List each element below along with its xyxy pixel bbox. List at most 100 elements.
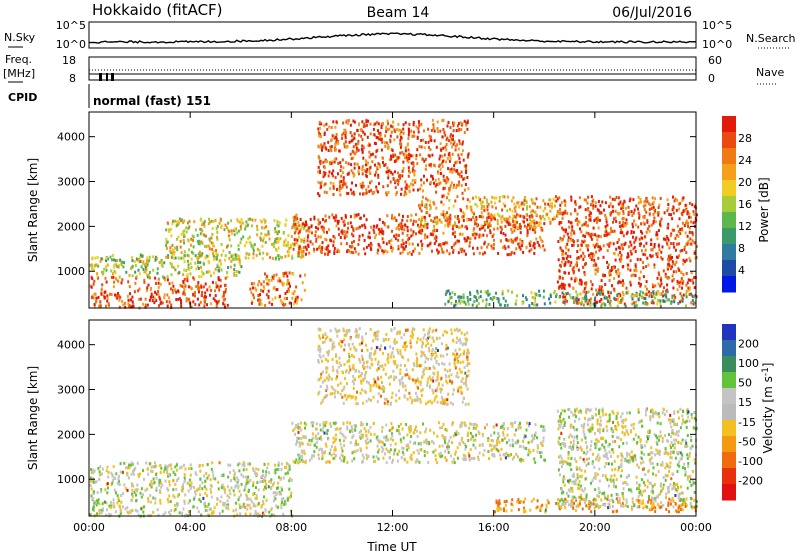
heatmap-cell — [344, 131, 347, 135]
heatmap-cell — [174, 507, 177, 511]
heatmap-cell — [378, 232, 381, 236]
heatmap-cell — [482, 252, 484, 256]
heatmap-cell — [664, 238, 667, 242]
heatmap-cell — [447, 451, 450, 454]
heatmap-cell — [218, 266, 221, 270]
heatmap-cell — [608, 271, 611, 275]
heatmap-cell — [332, 436, 335, 440]
heatmap-cell — [90, 471, 93, 475]
heatmap-cell — [168, 282, 171, 286]
heatmap-cell — [650, 238, 653, 242]
heatmap-cell — [352, 156, 355, 160]
heatmap-cell — [601, 302, 603, 306]
heatmap-cell — [388, 429, 391, 432]
heatmap-cell — [427, 461, 430, 464]
freq-left-label-1: Freq. — [5, 53, 32, 66]
heatmap-cell — [493, 227, 496, 231]
heatmap-cell — [525, 246, 528, 250]
heatmap-cell — [156, 271, 159, 275]
heatmap-cell — [356, 449, 359, 453]
heatmap-cell — [501, 215, 504, 218]
heatmap-cell — [418, 145, 421, 149]
heatmap-cell — [655, 233, 658, 237]
heatmap-cell — [317, 165, 320, 169]
heatmap-cell — [383, 436, 386, 440]
heatmap-cell — [403, 156, 406, 160]
heatmap-cell — [502, 422, 505, 426]
heatmap-cell — [657, 291, 660, 294]
heatmap-cell — [583, 255, 586, 258]
heatmap-cell — [617, 274, 620, 278]
heatmap-cell — [171, 251, 174, 255]
heatmap-cell — [130, 499, 133, 503]
heatmap-cell — [372, 455, 375, 459]
heatmap-cell — [252, 467, 255, 471]
heatmap-cell — [419, 220, 422, 224]
heatmap-cell — [144, 297, 147, 301]
heatmap-cell — [276, 230, 279, 234]
heatmap-cell — [229, 265, 232, 269]
heatmap-cell — [569, 231, 572, 235]
heatmap-cell — [244, 227, 247, 231]
heatmap-cell — [389, 180, 392, 184]
heatmap-cell — [332, 169, 335, 173]
heatmap-cell — [600, 279, 603, 283]
heatmap-cell — [509, 207, 511, 211]
heatmap-cell — [130, 461, 133, 465]
heatmap-cell — [123, 301, 126, 305]
heatmap-cell — [263, 462, 266, 466]
heatmap-cell — [644, 284, 647, 288]
heatmap-cell — [147, 261, 149, 265]
heatmap-cell — [282, 303, 285, 307]
heatmap-cell — [368, 231, 371, 235]
heatmap-cell — [370, 179, 373, 183]
heatmap-cell — [619, 280, 622, 284]
heatmap-cell — [334, 454, 337, 457]
heatmap-cell — [618, 292, 621, 296]
heatmap-cell — [236, 480, 239, 484]
heatmap-cell — [267, 485, 270, 489]
heatmap-cell — [639, 197, 642, 201]
heatmap-cell — [671, 274, 674, 278]
heatmap-cell — [454, 450, 457, 454]
heatmap-cell — [373, 422, 375, 426]
heatmap-cell — [222, 302, 225, 306]
heatmap-cell — [140, 507, 143, 511]
heatmap-cell — [378, 218, 381, 222]
heatmap-cell — [255, 288, 258, 292]
heatmap-cell — [308, 226, 311, 230]
heatmap-cell — [137, 268, 140, 272]
heatmap-cell — [619, 259, 622, 263]
heatmap-cell — [313, 215, 316, 219]
heatmap-cell — [408, 251, 411, 254]
heatmap-cell — [598, 218, 601, 222]
heatmap-cell — [351, 451, 354, 455]
heatmap-cell — [353, 215, 356, 219]
heatmap-cell — [599, 204, 602, 208]
heatmap-cell — [467, 298, 470, 302]
heatmap-cell — [443, 153, 446, 157]
heatmap-cell — [588, 218, 591, 222]
heatmap-cell — [321, 246, 324, 250]
heatmap-cell — [237, 498, 240, 502]
heatmap-cell — [325, 147, 328, 151]
heatmap-cell — [267, 232, 270, 236]
heatmap-cell — [554, 215, 556, 219]
heatmap-cell — [306, 235, 309, 239]
heatmap-cell — [295, 217, 298, 221]
heatmap-cell — [278, 491, 281, 494]
heatmap-cell — [674, 263, 677, 267]
heatmap-cell — [627, 267, 629, 271]
heatmap-cell — [460, 128, 463, 132]
heatmap-cell — [557, 240, 560, 243]
heatmap-cell — [465, 171, 467, 175]
heatmap-cell — [202, 262, 205, 266]
heatmap-cell — [219, 217, 222, 221]
heatmap-cell — [178, 217, 181, 221]
heatmap-cell — [326, 128, 329, 131]
heatmap-cell — [397, 122, 400, 126]
heatmap-cell — [460, 438, 463, 442]
heatmap-cell — [453, 140, 456, 144]
heatmap-cell — [454, 148, 457, 152]
heatmap-cell — [676, 198, 679, 202]
